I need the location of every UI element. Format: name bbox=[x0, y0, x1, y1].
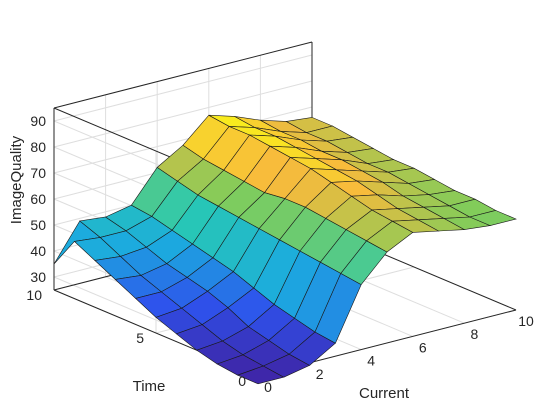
z-tick-label: 80 bbox=[30, 139, 46, 155]
y-tick-label: 0 bbox=[238, 373, 246, 389]
z-tick-label: 90 bbox=[30, 113, 46, 129]
x-axis-label: Current bbox=[359, 385, 410, 402]
y-tick-label: 10 bbox=[26, 287, 42, 303]
grid-line bbox=[53, 106, 313, 174]
surface-patches bbox=[53, 114, 517, 385]
x-tick-label: 6 bbox=[419, 339, 427, 355]
grid-line bbox=[53, 80, 313, 148]
x-tick-label: 10 bbox=[518, 313, 534, 329]
y-axis-label: Time bbox=[133, 378, 166, 395]
z-tick-label: 60 bbox=[30, 191, 46, 207]
z-tick-label: 40 bbox=[30, 243, 46, 259]
x-tick-label: 4 bbox=[367, 353, 375, 369]
z-tick-label: 70 bbox=[30, 165, 46, 181]
surface-patch bbox=[468, 210, 517, 226]
y-tick-label: 5 bbox=[136, 330, 144, 346]
z-tick-label: 30 bbox=[30, 269, 46, 285]
x-tick-label: 2 bbox=[316, 366, 324, 382]
z-tick-label: 50 bbox=[30, 217, 46, 233]
tick-labels: 30 40 50 60 70 80 90 0 2 4 6 8 10 0 5 10 bbox=[26, 113, 534, 395]
x-tick-label: 0 bbox=[264, 379, 272, 395]
z-axis-label: ImageQuality bbox=[8, 135, 25, 224]
x-tick-label: 8 bbox=[471, 326, 479, 342]
grid-line bbox=[53, 54, 313, 122]
axis-edge bbox=[53, 41, 313, 109]
